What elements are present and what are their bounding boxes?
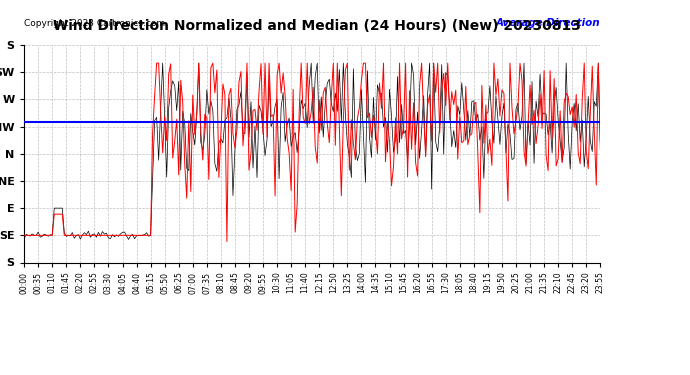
Text: Average Direction: Average Direction — [495, 18, 600, 28]
Text: Wind Direction Normalized and Median (24 Hours) (New) 20230813: Wind Direction Normalized and Median (24… — [53, 19, 582, 33]
Text: Copyright 2023 Cartronics.com: Copyright 2023 Cartronics.com — [24, 19, 166, 28]
